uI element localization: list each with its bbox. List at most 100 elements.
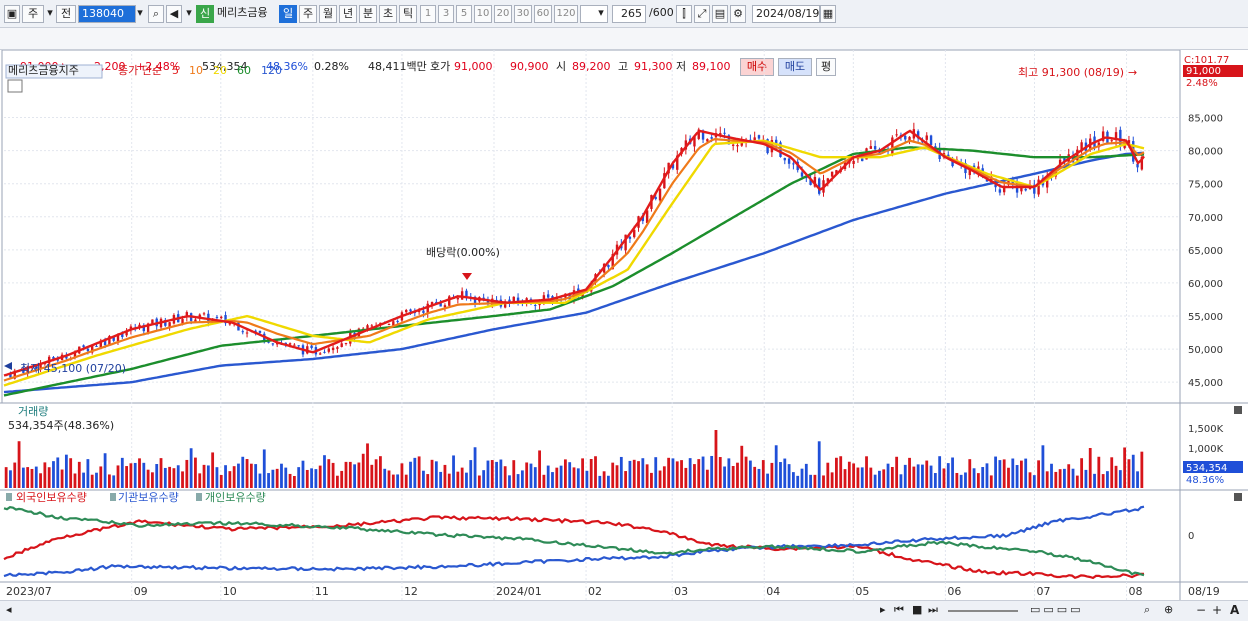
volume-tag-bg (1183, 461, 1243, 473)
stop-icon[interactable]: ■ (912, 603, 923, 616)
window-icon[interactable]: ▣ (4, 5, 20, 23)
low-arrow-icon (4, 362, 12, 370)
candle-body (757, 135, 761, 139)
candle-body (546, 294, 550, 298)
candle-body (22, 370, 25, 373)
count-input[interactable]: 265 (612, 5, 646, 23)
volume-bar (194, 457, 197, 488)
candle-body (611, 254, 614, 270)
candle-body (719, 133, 722, 135)
interval-5[interactable]: 5 (456, 5, 472, 23)
volume-bar (1127, 459, 1131, 488)
period-day[interactable]: 일 (279, 5, 297, 23)
volume-bar (292, 475, 296, 488)
volume-bars: 1,000K 1,500K (4, 424, 1224, 488)
x-tick-label: 04 (766, 585, 780, 598)
candle-body (753, 137, 756, 142)
volume-y-tick: 1,000K (1188, 444, 1224, 455)
candle-body (86, 348, 90, 352)
holding-close-icon[interactable] (1234, 493, 1242, 501)
volume-bar (903, 464, 907, 488)
draw-icon[interactable]: ⤢ (694, 5, 710, 23)
period-month[interactable]: 월 (319, 5, 337, 23)
type-select[interactable]: 주 (22, 5, 44, 23)
stock-code-input[interactable]: 138040 (78, 5, 136, 23)
interval-30[interactable]: 30 (514, 5, 532, 23)
candle-body (344, 342, 348, 344)
zoom-reset-icon[interactable]: ⌕ (1144, 603, 1151, 616)
save-icon[interactable]: ▤ (712, 5, 728, 23)
candle-body (947, 154, 950, 158)
gear-icon[interactable]: ⚙ (730, 5, 746, 23)
search-icon[interactable]: ⌕ (148, 5, 164, 23)
volume-bar (1080, 458, 1084, 488)
period-second[interactable]: 초 (379, 5, 397, 23)
prev-button[interactable]: 전 (56, 5, 76, 23)
interval-10[interactable]: 10 (474, 5, 492, 23)
period-minute[interactable]: 분 (359, 5, 377, 23)
date-input[interactable]: 2024/08/19 (752, 5, 820, 23)
volume-close-icon[interactable] (1234, 406, 1242, 414)
scroll-left-icon[interactable]: ◂ (6, 603, 12, 616)
volume-bar (1123, 447, 1127, 488)
type-dropdown-icon[interactable]: ▾ (47, 6, 53, 19)
zoom-out-icon[interactable]: − (1196, 603, 1207, 617)
candle-body (904, 135, 907, 140)
candle-body (1140, 156, 1144, 170)
forward-icon[interactable]: ⏭ (928, 603, 938, 616)
layout-icons[interactable]: ▭▭▭▭ (1030, 603, 1084, 616)
candle-body (271, 343, 275, 345)
speaker-icon[interactable]: ◀ (166, 5, 182, 23)
code-dropdown-icon[interactable]: ▾ (137, 6, 143, 19)
period-tick[interactable]: 틱 (399, 5, 417, 23)
volume-bar (860, 467, 864, 488)
volume-bar (766, 473, 769, 488)
volume-bar (908, 457, 911, 488)
volume-bar (34, 466, 38, 488)
volume-bar (1050, 463, 1053, 488)
interval-custom-input[interactable] (580, 5, 608, 23)
text-tool-icon[interactable]: A (1230, 603, 1240, 617)
volume-bar (301, 460, 305, 488)
zoom-in-icon[interactable]: ⊕ (1164, 603, 1174, 616)
interval-60[interactable]: 60 (534, 5, 552, 23)
volume-bar (951, 457, 954, 488)
candle-body (245, 332, 249, 334)
ma-5-line (3, 129, 1145, 377)
candle-body (336, 347, 339, 349)
volume-bar (434, 461, 438, 488)
panel-settings-icon[interactable] (7, 79, 23, 93)
interval-3[interactable]: 3 (438, 5, 454, 23)
period-year[interactable]: 년 (339, 5, 357, 23)
y-tick-label: 60,000 (1188, 279, 1223, 290)
scroll-right-icon[interactable]: ▸ (880, 603, 886, 616)
candle-icon[interactable]: ⫿ (676, 5, 692, 23)
horizontal-scrollbar[interactable]: ◂ ▸ ⏮ ■ ⏭ ▭▭▭▭ ⌕ ⊕ − + A (0, 600, 1248, 621)
interval-120[interactable]: 120 (554, 5, 578, 23)
sell-button[interactable]: 매도 (778, 58, 812, 76)
y-tick-label: 45,000 (1188, 378, 1223, 389)
volume-bar (632, 459, 636, 488)
candle-body (448, 296, 451, 306)
speaker-dropdown-icon[interactable]: ▾ (186, 6, 192, 19)
volume-bar (370, 464, 374, 488)
interval-dropdown-icon[interactable]: ▾ (598, 6, 604, 19)
eval-button[interactable]: 평 (816, 58, 836, 76)
period-week[interactable]: 주 (299, 5, 317, 23)
rewind-icon[interactable]: ⏮ (894, 603, 904, 616)
calendar-icon[interactable]: ▦ (820, 5, 836, 23)
interval-1[interactable]: 1 (420, 5, 436, 23)
interval-20[interactable]: 20 (494, 5, 512, 23)
add-icon[interactable]: + (1212, 603, 1223, 617)
volume-bar (13, 462, 17, 488)
buy-button[interactable]: 매수 (740, 58, 774, 76)
volume-bar (430, 459, 434, 488)
turnover-value: 0.28% (314, 60, 349, 73)
volume-bar (155, 464, 159, 488)
candle-body (800, 172, 804, 177)
volume-bar (723, 466, 726, 488)
candle-body (774, 139, 778, 144)
candle-body (723, 132, 726, 134)
volume-bar (284, 467, 288, 488)
zoom-slider[interactable] (948, 610, 1018, 612)
